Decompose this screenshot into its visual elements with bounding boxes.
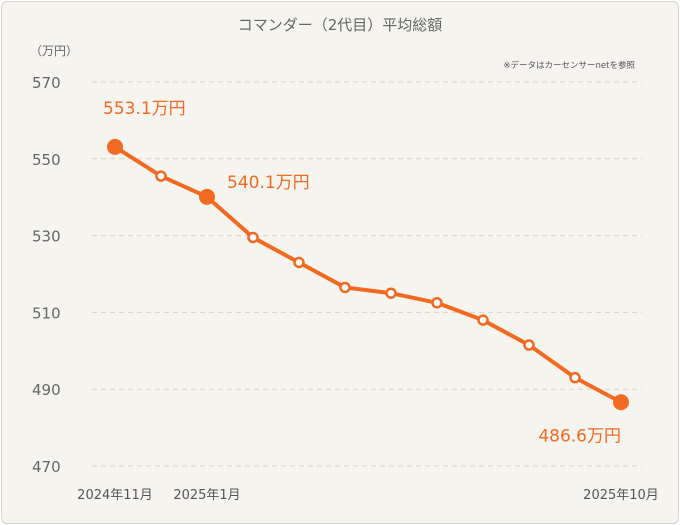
data-labels: 553.1万円 540.1万円 486.6万円 <box>103 99 621 446</box>
highlight-point <box>613 394 629 411</box>
value-label: 553.1万円 <box>103 99 186 119</box>
y-tick-label: 510 <box>32 304 61 322</box>
y-tick-label: 570 <box>32 74 61 92</box>
data-point <box>569 371 581 384</box>
y-tick-label: 490 <box>32 381 61 399</box>
grid-lines <box>92 81 642 467</box>
data-point <box>477 314 489 326</box>
source-note: ※データはカーセンサーnetを参照 <box>503 60 635 71</box>
data-point <box>339 281 351 294</box>
y-axis: 570 550 530 510 490 470 <box>32 74 61 476</box>
value-label: 540.1万円 <box>227 173 310 193</box>
y-tick-label: 530 <box>32 228 61 246</box>
y-tick-label: 470 <box>32 458 61 476</box>
value-label: 486.6万円 <box>538 426 621 446</box>
x-tick-label: 2025年10月 <box>583 488 659 503</box>
series <box>107 138 629 411</box>
chart-title: コマンダー（2代目）平均総額 <box>238 16 443 34</box>
data-point <box>431 297 443 309</box>
data-point <box>523 339 535 351</box>
x-axis: 2024年11月 2025年1月 2025年10月 <box>77 488 659 503</box>
y-tick-label: 550 <box>32 151 61 169</box>
x-tick-label: 2025年1月 <box>173 488 240 503</box>
highlight-point <box>107 138 123 155</box>
data-point <box>293 256 305 269</box>
data-point <box>155 170 167 182</box>
data-point <box>385 287 397 299</box>
series-line <box>113 144 623 405</box>
data-point <box>247 231 259 244</box>
highlight-point <box>199 188 215 205</box>
x-tick-label: 2024年11月 <box>77 488 153 503</box>
y-unit-label: （万円） <box>30 44 78 58</box>
